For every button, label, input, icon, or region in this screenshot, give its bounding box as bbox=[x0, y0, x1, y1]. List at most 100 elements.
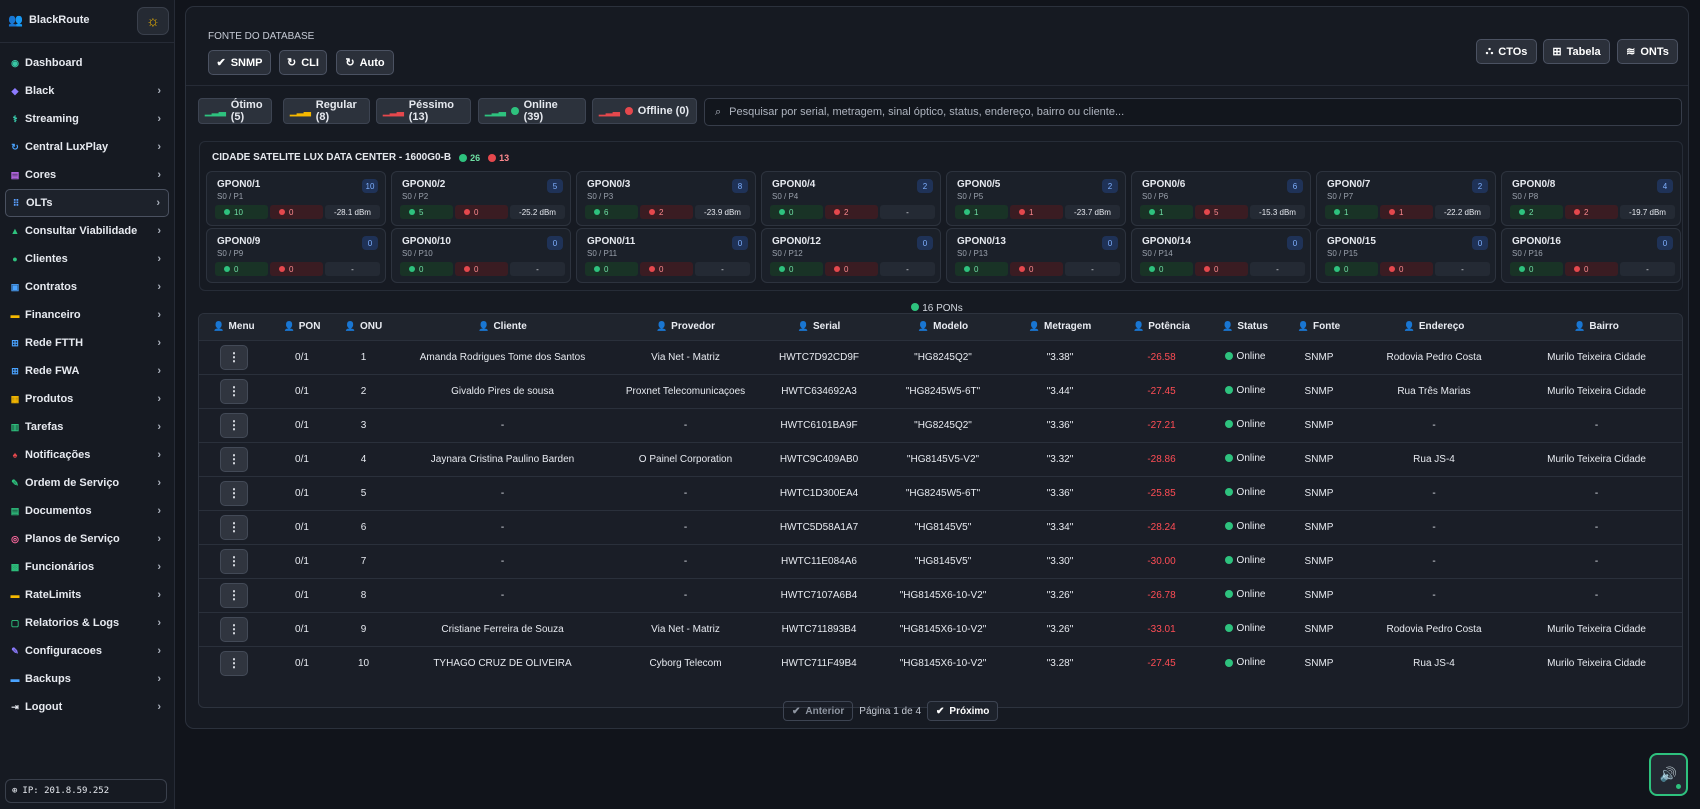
column-header[interactable]: 👤 PON bbox=[269, 314, 335, 340]
table-row[interactable]: ⋮ 0/1 2 Givaldo Pires de sousa Proxnet Telec… bbox=[199, 374, 1682, 408]
row-menu-button[interactable]: ⋮ bbox=[220, 582, 248, 608]
pon-card[interactable]: GPON0/4 S0 / P4 2 0 2 - bbox=[761, 171, 941, 226]
online-dot bbox=[1224, 658, 1233, 667]
table-row[interactable]: ⋮ 0/1 3 - - HWTC6101BA9F "HG8245Q2" "3.36" -27.2… bbox=[199, 408, 1682, 442]
pon-card[interactable]: GPON0/9 S0 / P9 0 0 0 - bbox=[206, 228, 386, 283]
filter-online[interactable]: ▁▂▃ Online (39) bbox=[478, 98, 586, 124]
cli-button[interactable]: ↻ CLI bbox=[279, 50, 327, 75]
table-row[interactable]: ⋮ 0/1 1 Amanda Rodrigues Tome dos Santos Via… bbox=[199, 340, 1682, 374]
pon-card[interactable]: GPON0/12 S0 / P12 0 0 0 - bbox=[761, 228, 941, 283]
column-header[interactable]: 👤 Menu bbox=[199, 314, 269, 340]
table-row[interactable]: ⋮ 0/1 6 - - HWTC5D58A1A7 "HG8145V5" "3.34" -28.2… bbox=[199, 510, 1682, 544]
table-row[interactable]: ⋮ 0/1 8 - - HWTC7107A6B4 "HG8145X6-10-V2" "3.26… bbox=[199, 578, 1682, 612]
sidebar-item-notifica-es[interactable]: ♠ Notificações › bbox=[5, 441, 169, 469]
column-header[interactable]: 👤 Serial bbox=[758, 314, 880, 340]
sidebar-item-produtos[interactable]: ▦ Produtos › bbox=[5, 385, 169, 413]
sound-toggle-button[interactable]: 🔊 bbox=[1649, 753, 1688, 796]
search-input[interactable]: ⌕ Pesquisar por serial, metragem, sinal ó… bbox=[704, 98, 1682, 126]
sidebar-item-dashboard[interactable]: ◉ Dashboard bbox=[5, 49, 169, 77]
row-menu-button[interactable]: ⋮ bbox=[220, 412, 248, 438]
row-menu-button[interactable]: ⋮ bbox=[220, 514, 248, 540]
row-menu-button[interactable]: ⋮ bbox=[220, 344, 248, 370]
theme-toggle-button[interactable]: ☼ bbox=[137, 7, 169, 35]
sidebar-item-configuracoes[interactable]: ✎ Configuracoes › bbox=[5, 637, 169, 665]
pon-card[interactable]: GPON0/11 S0 / P11 0 0 0 - bbox=[576, 228, 756, 283]
pon-card[interactable]: GPON0/2 S0 / P2 5 5 0 -25.2 dBm bbox=[391, 171, 571, 226]
snmp-button[interactable]: ✔ SNMP bbox=[208, 50, 271, 75]
table-row[interactable]: ⋮ 0/1 5 - - HWTC1D300EA4 "HG8245W5-6T" "3.36" -2… bbox=[199, 476, 1682, 510]
column-header[interactable]: 👤 ONU bbox=[335, 314, 392, 340]
row-menu-button[interactable]: ⋮ bbox=[220, 480, 248, 506]
pon-card[interactable]: GPON0/3 S0 / P3 8 6 2 -23.9 dBm bbox=[576, 171, 756, 226]
pon-card[interactable]: GPON0/15 S0 / P15 0 0 0 - bbox=[1316, 228, 1496, 283]
onts-view-button[interactable]: ≋ ONTs bbox=[1617, 39, 1678, 64]
column-header[interactable]: 👤 Endereço bbox=[1357, 314, 1511, 340]
filter-pessimo-label: Péssimo (13) bbox=[408, 99, 455, 123]
onu-cell: 1 bbox=[360, 351, 367, 363]
row-menu-button[interactable]: ⋮ bbox=[220, 378, 248, 404]
auto-button[interactable]: ↻ Auto bbox=[336, 50, 394, 75]
column-header[interactable]: 👤 Modelo bbox=[880, 314, 1006, 340]
row-menu-button[interactable]: ⋮ bbox=[220, 446, 248, 472]
filter-otimo[interactable]: ▁▂▃ Ótimo (5) bbox=[198, 98, 272, 124]
pon-card[interactable]: GPON0/16 S0 / P16 0 0 0 - bbox=[1501, 228, 1681, 283]
sidebar-item-olts[interactable]: ⠿ OLTs › bbox=[5, 189, 169, 217]
pon-card[interactable]: GPON0/5 S0 / P5 2 1 1 -23.7 dBm bbox=[946, 171, 1126, 226]
filter-offline[interactable]: ▁▂▃ Offline (0) bbox=[592, 98, 697, 124]
sidebar-item-documentos[interactable]: ▤ Documentos › bbox=[5, 497, 169, 525]
sidebar-item-planos-de-servi-o[interactable]: ◎ Planos de Serviço › bbox=[5, 525, 169, 553]
endereco-cell: Rua JS-4 bbox=[1413, 657, 1455, 669]
pon-summary-text: 16 PONs bbox=[922, 303, 963, 314]
row-menu-button[interactable]: ⋮ bbox=[220, 548, 248, 574]
column-header[interactable]: 👤 Cliente bbox=[392, 314, 613, 340]
column-header[interactable]: 👤 Status bbox=[1209, 314, 1281, 340]
row-menu-button[interactable]: ⋮ bbox=[220, 650, 248, 676]
prev-page-button[interactable]: ✔ Anterior bbox=[783, 701, 854, 721]
table-row[interactable]: ⋮ 0/1 7 - - HWTC11E084A6 "HG8145V5" "3.30" -30.0… bbox=[199, 544, 1682, 578]
pon-card[interactable]: GPON0/8 S0 / P8 4 2 2 -19.7 dBm bbox=[1501, 171, 1681, 226]
sidebar-item-ordem-de-servi-o[interactable]: ✎ Ordem de Serviço › bbox=[5, 469, 169, 497]
column-header[interactable]: 👤 Bairro bbox=[1511, 314, 1682, 340]
column-header[interactable]: 👤 Potência bbox=[1114, 314, 1209, 340]
sidebar-item-cores[interactable]: ▤ Cores › bbox=[5, 161, 169, 189]
sidebar-item-consultar-viabilidade[interactable]: ▲ Consultar Viabilidade › bbox=[5, 217, 169, 245]
filter-regular[interactable]: ▁▂▃ Regular (8) bbox=[283, 98, 370, 124]
sidebar-item-logout[interactable]: ⇥ Logout › bbox=[5, 693, 169, 721]
metragem-cell: "3.36" bbox=[1046, 419, 1074, 431]
column-header[interactable]: 👤 Fonte bbox=[1281, 314, 1357, 340]
pon-card[interactable]: GPON0/7 S0 / P7 2 1 1 -22.2 dBm bbox=[1316, 171, 1496, 226]
pon-offline-value: 2 bbox=[659, 207, 664, 217]
sidebar-item-clientes[interactable]: ● Clientes › bbox=[5, 245, 169, 273]
ctos-view-button[interactable]: ⛬ CTOs bbox=[1476, 39, 1537, 64]
sidebar-item-central-luxplay[interactable]: ↻ Central LuxPlay › bbox=[5, 133, 169, 161]
sidebar-item-relatorios-logs[interactable]: ▢ Relatorios & Logs › bbox=[5, 609, 169, 637]
pon-name: GPON0/1 bbox=[217, 179, 261, 190]
sidebar-item-funcion-rios[interactable]: ▩ Funcionários › bbox=[5, 553, 169, 581]
pon-card[interactable]: GPON0/14 S0 / P14 0 0 0 - bbox=[1131, 228, 1311, 283]
pon-card[interactable]: GPON0/13 S0 / P13 0 0 0 - bbox=[946, 228, 1126, 283]
pon-card[interactable]: GPON0/1 S0 / P1 10 10 0 -28.1 dBm bbox=[206, 171, 386, 226]
sidebar-item-black[interactable]: ◆ Black › bbox=[5, 77, 169, 105]
sidebar-item-contratos[interactable]: ▣ Contratos › bbox=[5, 273, 169, 301]
sidebar-item-tarefas[interactable]: ▥ Tarefas › bbox=[5, 413, 169, 441]
column-header[interactable]: 👤 Provedor bbox=[613, 314, 758, 340]
pon-card[interactable]: GPON0/6 S0 / P6 6 1 5 -15.3 dBm bbox=[1131, 171, 1311, 226]
table-row[interactable]: ⋮ 0/1 9 Cristiane Ferreira de Souza Via Net … bbox=[199, 612, 1682, 646]
sidebar-item-ratelimits[interactable]: ▬ RateLimits › bbox=[5, 581, 169, 609]
sidebar-item-streaming[interactable]: ⚕ Streaming › bbox=[5, 105, 169, 133]
tabela-view-button[interactable]: ⊞ Tabela bbox=[1543, 39, 1610, 64]
next-page-button[interactable]: ✔ Próximo bbox=[927, 701, 999, 721]
pon-count-badge: 4 bbox=[1657, 179, 1673, 193]
row-menu-button[interactable]: ⋮ bbox=[220, 616, 248, 642]
pon-card[interactable]: GPON0/10 S0 / P10 0 0 0 - bbox=[391, 228, 571, 283]
sidebar-item-rede-fwa[interactable]: ⊞ Rede FWA › bbox=[5, 357, 169, 385]
column-header[interactable]: 👤 Metragem bbox=[1006, 314, 1114, 340]
filter-pessimo[interactable]: ▁▂▃ Péssimo (13) bbox=[376, 98, 471, 124]
sidebar-item-rede-ftth[interactable]: ⊞ Rede FTTH › bbox=[5, 329, 169, 357]
brand[interactable]: 👥 BlackRoute bbox=[0, 0, 174, 40]
sidebar-item-backups[interactable]: ▬ Backups › bbox=[5, 665, 169, 693]
sidebar-item-financeiro[interactable]: ▬ Financeiro › bbox=[5, 301, 169, 329]
table-row[interactable]: ⋮ 0/1 4 Jaynara Cristina Paulino Barden O Pa… bbox=[199, 442, 1682, 476]
table-row[interactable]: ⋮ 0/1 10 TYHAGO CRUZ DE OLIVEIRA Cyborg Tele… bbox=[199, 646, 1682, 680]
fonte-cell: SNMP bbox=[1304, 555, 1334, 567]
